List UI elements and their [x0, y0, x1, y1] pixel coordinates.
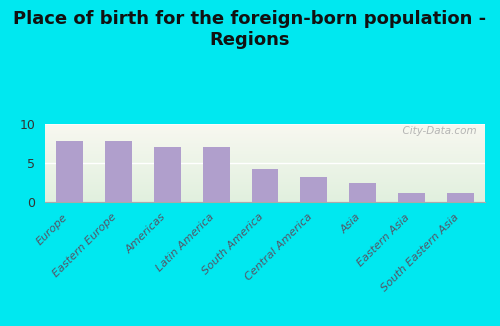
Bar: [45, 128, 485, 129]
Bar: [45, 133, 485, 134]
Bar: [45, 162, 485, 163]
Text: City-Data.com: City-Data.com: [396, 126, 476, 136]
Bar: [45, 127, 485, 128]
Bar: [45, 134, 485, 135]
Bar: [45, 132, 485, 133]
Bar: [45, 163, 485, 164]
Bar: [45, 145, 485, 146]
Bar: [45, 143, 485, 144]
Bar: [45, 144, 485, 145]
Bar: [56, 141, 83, 202]
Bar: [45, 136, 485, 137]
Bar: [252, 169, 278, 202]
Bar: [45, 183, 485, 184]
Bar: [45, 165, 485, 166]
Bar: [45, 193, 485, 194]
Bar: [45, 148, 485, 149]
Bar: [45, 156, 485, 157]
Bar: [45, 178, 485, 179]
Bar: [202, 147, 230, 202]
Bar: [45, 150, 485, 151]
Bar: [45, 142, 485, 143]
Bar: [45, 146, 485, 147]
Bar: [45, 155, 485, 156]
Bar: [105, 141, 132, 202]
Bar: [300, 177, 328, 202]
Bar: [45, 138, 485, 139]
Bar: [45, 149, 485, 150]
Bar: [45, 188, 485, 189]
Bar: [45, 137, 485, 138]
Bar: [45, 168, 485, 169]
Bar: [45, 190, 485, 191]
Bar: [45, 175, 485, 176]
Bar: [350, 183, 376, 202]
Bar: [45, 192, 485, 193]
Bar: [45, 130, 485, 131]
Bar: [45, 194, 485, 195]
Bar: [45, 141, 485, 142]
Bar: [45, 197, 485, 198]
Bar: [45, 176, 485, 177]
Bar: [45, 181, 485, 182]
Bar: [45, 153, 485, 154]
Bar: [45, 161, 485, 162]
Bar: [45, 191, 485, 192]
Bar: [45, 126, 485, 127]
Bar: [45, 131, 485, 132]
Bar: [45, 179, 485, 180]
Bar: [45, 189, 485, 190]
Bar: [45, 184, 485, 185]
Bar: [45, 200, 485, 201]
Bar: [45, 177, 485, 178]
Bar: [45, 151, 485, 152]
Bar: [45, 195, 485, 196]
Bar: [45, 199, 485, 200]
Bar: [45, 185, 485, 186]
Bar: [45, 158, 485, 159]
Bar: [45, 152, 485, 153]
Bar: [45, 198, 485, 199]
Bar: [398, 193, 425, 202]
Bar: [45, 172, 485, 173]
Bar: [45, 187, 485, 188]
Bar: [45, 159, 485, 160]
Bar: [45, 182, 485, 183]
Bar: [45, 169, 485, 170]
Bar: [45, 157, 485, 158]
Bar: [45, 164, 485, 165]
Bar: [45, 125, 485, 126]
Bar: [45, 201, 485, 202]
Bar: [45, 129, 485, 130]
Bar: [45, 171, 485, 172]
Text: Place of birth for the foreign-born population -
Regions: Place of birth for the foreign-born popu…: [14, 10, 486, 49]
Bar: [447, 193, 474, 202]
Bar: [45, 196, 485, 197]
Bar: [45, 170, 485, 171]
Bar: [45, 154, 485, 155]
Bar: [45, 124, 485, 125]
Bar: [45, 147, 485, 148]
Bar: [45, 186, 485, 187]
Bar: [45, 166, 485, 167]
Bar: [45, 140, 485, 141]
Bar: [45, 174, 485, 175]
Bar: [45, 160, 485, 161]
Bar: [45, 167, 485, 168]
Bar: [45, 139, 485, 140]
Bar: [154, 147, 180, 202]
Bar: [45, 173, 485, 174]
Bar: [45, 180, 485, 181]
Bar: [45, 135, 485, 136]
